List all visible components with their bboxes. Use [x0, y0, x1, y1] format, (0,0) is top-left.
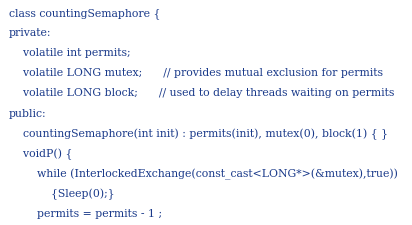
- Text: voidP() {: voidP() {: [9, 149, 73, 160]
- Text: while (InterlockedExchange(const_cast<LONG*>(&mutex),true)): while (InterlockedExchange(const_cast<LO…: [9, 169, 398, 180]
- Text: countingSemaphore(int init) : permits(init), mutex(0), block(1) { }: countingSemaphore(int init) : permits(in…: [9, 129, 388, 140]
- Text: class countingSemaphore {: class countingSemaphore {: [9, 8, 160, 19]
- Text: volatile int permits;: volatile int permits;: [9, 48, 131, 58]
- Text: volatile LONG mutex;      // provides mutual exclusion for permits: volatile LONG mutex; // provides mutual …: [9, 68, 383, 78]
- Text: private:: private:: [9, 28, 52, 38]
- Text: public:: public:: [9, 109, 47, 119]
- Text: {Sleep(0);}: {Sleep(0);}: [9, 189, 115, 200]
- Text: volatile LONG block;      // used to delay threads waiting on permits: volatile LONG block; // used to delay th…: [9, 88, 394, 98]
- Text: permits = permits - 1 ;: permits = permits - 1 ;: [9, 209, 162, 219]
